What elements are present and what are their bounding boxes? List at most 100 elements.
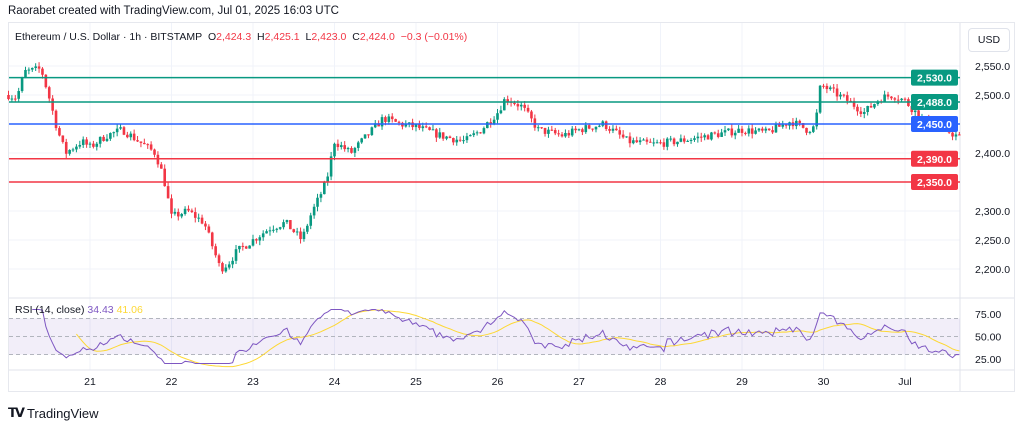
candle-body [126,134,129,138]
candle-body [278,227,282,229]
candle-body [506,99,509,102]
candle-body [458,139,462,141]
candle-body [781,124,785,127]
tv-logo-icon: 𝗧𝗩 [8,405,25,420]
candle-body [801,123,805,128]
candle-body [693,138,696,140]
candle-body [251,239,255,246]
candle-body [883,94,886,102]
candle-body [740,128,744,133]
candle-body [632,140,635,144]
candle-body [363,134,367,139]
candle-body [526,107,530,112]
candle-body [469,135,472,137]
candle-body [367,134,370,136]
candle-body [866,105,869,113]
candle-body [689,139,693,141]
candle-body [180,214,183,217]
time-tick: 23 [247,376,259,388]
candle-body [608,129,611,131]
candle-body [244,246,248,249]
candle-body [54,110,58,129]
candle-body [635,140,639,143]
rsi-ma-value: 41.06 [116,304,143,316]
candle-body [143,142,146,145]
candle-body [109,133,112,139]
rsi-label: RSI (14, close) [15,304,85,316]
candle-body [815,112,819,127]
candle-body [808,131,812,133]
candle-body [129,133,133,138]
time-tick: 25 [410,376,422,388]
candle-body [275,228,279,230]
candle-body [316,197,319,207]
candle-body [193,212,197,218]
candle-body [519,104,523,107]
price-tick: 2,200.0 [975,264,1010,276]
candle-body [64,141,68,154]
candle-body [699,136,703,138]
candle-body [669,138,672,140]
candle-body [954,134,958,137]
candle-body [238,245,241,250]
rsi-tick: 75.00 [975,309,1001,321]
candle-body [373,123,377,128]
candle-body [832,87,835,89]
candle-body [7,95,10,100]
candle-body [105,138,109,141]
candle-body [339,145,343,148]
time-tick: Jul [898,376,911,388]
rsi-tick: 50.00 [975,332,1001,344]
low-label: L [305,31,312,43]
candle-body [557,133,560,135]
time-tick: 26 [492,376,504,388]
candle-body [615,128,618,131]
candle-body [818,85,822,113]
candle-body [343,145,346,150]
candle-body [377,123,380,127]
candle-body [390,116,394,120]
candle-body [723,130,727,133]
candle-body [591,128,594,130]
candle-body [166,186,170,199]
candle-body [716,133,720,137]
candle-body [380,117,384,127]
candle-body [492,119,496,124]
candle-body [139,141,143,143]
candle-body [540,127,543,129]
candle-body [502,99,506,111]
level-label-bg [911,69,958,86]
candle-body [306,225,309,232]
candle-body [764,128,768,131]
candle-body [812,126,815,132]
candle-body [465,136,469,141]
candle-body [564,132,567,137]
candle-body [845,95,849,101]
candle-body [455,139,459,143]
candle-body [30,67,34,70]
candle-body [900,98,903,101]
candle-body [574,128,577,131]
candle-body [265,231,268,234]
candle-body [587,125,591,129]
candle-body [44,74,48,88]
candle-body [862,112,866,114]
candle-body [550,129,554,131]
price-tick: 2,300.0 [975,206,1010,218]
candle-body [258,237,262,241]
candle-body [530,111,533,119]
candle-body [112,132,116,134]
candle-body [346,148,350,150]
candle-body [81,139,85,146]
tradingview-logo[interactable]: 𝗧𝗩 TradingView [8,405,98,421]
candle-body [441,132,445,139]
candle-body [272,229,275,231]
candle-body [428,127,431,130]
currency-button[interactable]: USD [968,28,1010,52]
candle-body [659,142,662,144]
candle-body [706,135,710,140]
price-tick: 2,500.0 [975,90,1010,102]
candle-body [78,145,82,147]
candle-body [744,132,747,134]
